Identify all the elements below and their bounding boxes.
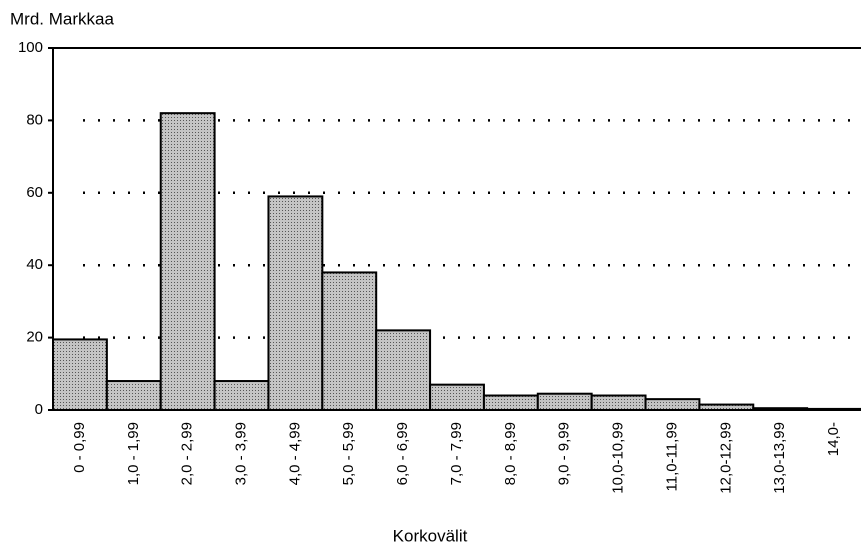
bar xyxy=(590,394,647,411)
x-tick-label: 7,0 - 7,99 xyxy=(448,422,465,485)
bar xyxy=(321,271,378,411)
bar xyxy=(482,394,539,411)
bar xyxy=(159,112,216,411)
bar xyxy=(429,383,485,412)
x-tick-label: 8,0 - 8,99 xyxy=(502,422,519,485)
y-tick-label: 20 xyxy=(26,329,43,346)
bar xyxy=(375,329,432,411)
y-tick-label: 80 xyxy=(26,111,43,128)
x-tick-label: 12,0-12,99 xyxy=(717,422,734,494)
y-tick-label: 60 xyxy=(26,184,43,201)
x-tick-label: 5,0 - 5,99 xyxy=(340,422,357,485)
bar xyxy=(536,392,593,411)
x-tick-label: 6,0 - 6,99 xyxy=(394,422,411,485)
x-tick-label: 14,0- xyxy=(825,422,842,456)
bar xyxy=(52,338,108,411)
x-tick-label: 4,0 - 4,99 xyxy=(286,422,303,485)
bar xyxy=(644,398,701,412)
y-tick-label: 100 xyxy=(18,39,43,56)
x-tick-label: 0 - 0,99 xyxy=(71,422,88,473)
y-tick-label: 0 xyxy=(35,401,43,418)
x-tick-label: 1,0 - 1,99 xyxy=(125,422,142,485)
x-tick-label: 9,0 - 9,99 xyxy=(556,422,573,485)
bar xyxy=(267,195,324,411)
y-tick-label: 40 xyxy=(26,256,43,273)
x-tick-label: 2,0 - 2,99 xyxy=(179,422,196,485)
x-tick-label: 10,0-10,99 xyxy=(610,422,627,494)
y-axis-title: Mrd. Markkaa xyxy=(10,9,114,28)
x-axis-title: Korkovälit xyxy=(393,526,468,545)
x-tick-label: 3,0 - 3,99 xyxy=(233,422,250,485)
bar xyxy=(105,380,162,412)
x-tick-label: 11,0-11,99 xyxy=(663,422,680,492)
x-tick-label: 13,0-13,99 xyxy=(771,422,788,494)
bar xyxy=(213,380,270,412)
